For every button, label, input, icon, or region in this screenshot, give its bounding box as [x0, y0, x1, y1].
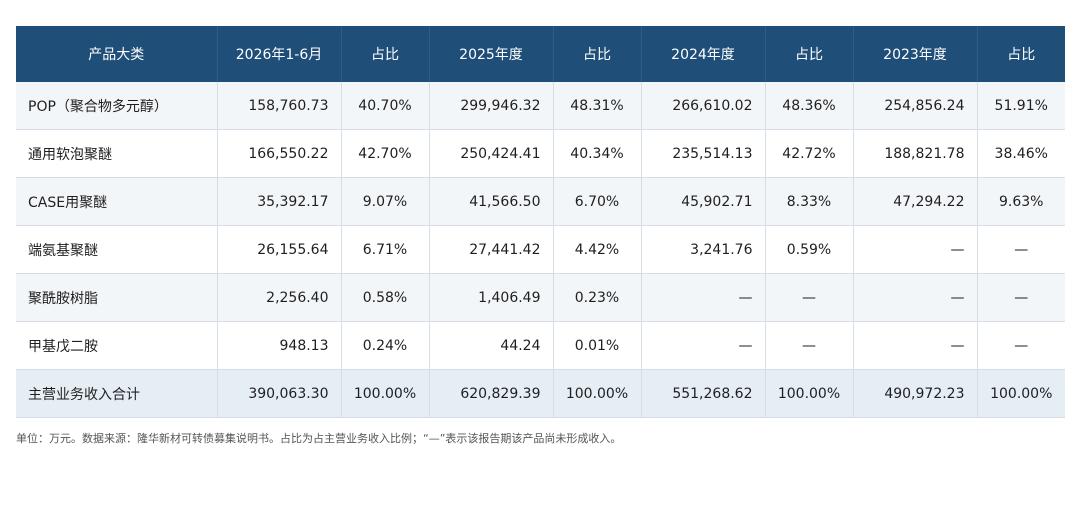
revenue-cell: —: [641, 321, 766, 370]
table-row: 聚酰胺树脂 2,256.40 0.58% 1,406.49 0.23% — — — —: [16, 273, 1065, 322]
footnote: 单位：万元。数据来源：隆华新材可转债募集说明书。占比为占主营业务收入比例；“—”…: [16, 432, 622, 445]
revenue-cell: 41,566.50: [429, 177, 554, 226]
share-cell: 4.42%: [553, 225, 642, 274]
share-cell: 6.71%: [341, 225, 430, 274]
share-cell: 8.33%: [765, 177, 854, 226]
revenue-table: 产品大类 2026年1-6月 占比 2025年度 占比 2024年度 占比 2023年度 占比 …: [16, 26, 1065, 418]
share-cell: 6.70%: [553, 177, 642, 226]
category-cell: 聚酰胺树脂: [16, 273, 218, 322]
column-header-period: 2025年度: [428, 26, 553, 82]
category-cell: POP（聚合物多元醇）: [16, 82, 218, 130]
revenue-cell: —: [641, 273, 766, 322]
column-header-period: 2023年度: [852, 26, 977, 82]
column-header-period: 2024年度: [640, 26, 765, 82]
revenue-table-container: 产品大类 2026年1-6月 占比 2025年度 占比 2024年度 占比 2023年度 占比 …: [16, 26, 1065, 418]
revenue-cell: 235,514.13: [641, 129, 766, 178]
column-header-share: 占比: [764, 26, 853, 82]
revenue-cell: 250,424.41: [429, 129, 554, 178]
revenue-cell: 390,063.30: [217, 369, 342, 418]
column-header-share: 占比: [976, 26, 1065, 82]
revenue-cell: 26,155.64: [217, 225, 342, 274]
share-cell: —: [765, 273, 854, 322]
share-cell: 0.23%: [553, 273, 642, 322]
revenue-cell: 44.24: [429, 321, 554, 370]
column-header-share: 占比: [340, 26, 429, 82]
revenue-cell: 620,829.39: [429, 369, 554, 418]
revenue-cell: 254,856.24: [853, 82, 978, 130]
table-row: CASE用聚醚 35,392.17 9.07% 41,566.50 6.70% 45,90…: [16, 177, 1065, 226]
total-row: 主营业务收入合计 390,063.30 100.00% 620,829.39 100.0…: [16, 369, 1065, 418]
share-cell: 100.00%: [553, 369, 642, 418]
revenue-cell: 1,406.49: [429, 273, 554, 322]
share-cell: 9.63%: [977, 177, 1065, 226]
category-cell: 主营业务收入合计: [16, 369, 218, 418]
share-cell: —: [977, 273, 1065, 322]
revenue-cell: 47,294.22: [853, 177, 978, 226]
revenue-cell: 266,610.02: [641, 82, 766, 130]
share-cell: 0.59%: [765, 225, 854, 274]
revenue-cell: 551,268.62: [641, 369, 766, 418]
table-row: 通用软泡聚醚 166,550.22 42.70% 250,424.41 40.34% 23…: [16, 129, 1065, 178]
revenue-cell: 2,256.40: [217, 273, 342, 322]
share-cell: —: [977, 321, 1065, 370]
revenue-cell: 3,241.76: [641, 225, 766, 274]
share-cell: —: [765, 321, 854, 370]
share-cell: —: [977, 225, 1065, 274]
share-cell: 42.72%: [765, 129, 854, 178]
category-cell: 端氨基聚醚: [16, 225, 218, 274]
table-row: 端氨基聚醚 26,155.64 6.71% 27,441.42 4.42% 3,241.7…: [16, 225, 1065, 274]
column-header-category: 产品大类: [16, 26, 217, 82]
table-row: 甲基戊二胺 948.13 0.24% 44.24 0.01% — — — —: [16, 321, 1065, 370]
share-cell: 40.34%: [553, 129, 642, 178]
revenue-cell: 158,760.73: [217, 82, 342, 130]
share-cell: 100.00%: [765, 369, 854, 418]
share-cell: 48.36%: [765, 82, 854, 130]
revenue-cell: 299,946.32: [429, 82, 554, 130]
share-cell: 9.07%: [341, 177, 430, 226]
column-header-period: 2026年1-6月: [216, 26, 341, 82]
category-cell: 甲基戊二胺: [16, 321, 218, 370]
share-cell: 48.31%: [553, 82, 642, 130]
share-cell: 51.91%: [977, 82, 1065, 130]
column-header-share: 占比: [552, 26, 641, 82]
revenue-cell: —: [853, 321, 978, 370]
header-row: 产品大类 2026年1-6月 占比 2025年度 占比 2024年度 占比 2023年度 占比: [16, 26, 1065, 82]
share-cell: 42.70%: [341, 129, 430, 178]
category-cell: CASE用聚醚: [16, 177, 218, 226]
revenue-cell: 948.13: [217, 321, 342, 370]
revenue-cell: 27,441.42: [429, 225, 554, 274]
revenue-cell: 45,902.71: [641, 177, 766, 226]
share-cell: 100.00%: [341, 369, 430, 418]
table-row: POP（聚合物多元醇） 158,760.73 40.70% 299,946.32 48.…: [16, 82, 1065, 130]
share-cell: 0.58%: [341, 273, 430, 322]
category-cell: 通用软泡聚醚: [16, 129, 218, 178]
revenue-cell: —: [853, 225, 978, 274]
revenue-cell: 35,392.17: [217, 177, 342, 226]
revenue-cell: 188,821.78: [853, 129, 978, 178]
share-cell: 100.00%: [977, 369, 1065, 418]
share-cell: 0.24%: [341, 321, 430, 370]
revenue-cell: 166,550.22: [217, 129, 342, 178]
revenue-cell: —: [853, 273, 978, 322]
share-cell: 38.46%: [977, 129, 1065, 178]
revenue-cell: 490,972.23: [853, 369, 978, 418]
share-cell: 40.70%: [341, 82, 430, 130]
share-cell: 0.01%: [553, 321, 642, 370]
